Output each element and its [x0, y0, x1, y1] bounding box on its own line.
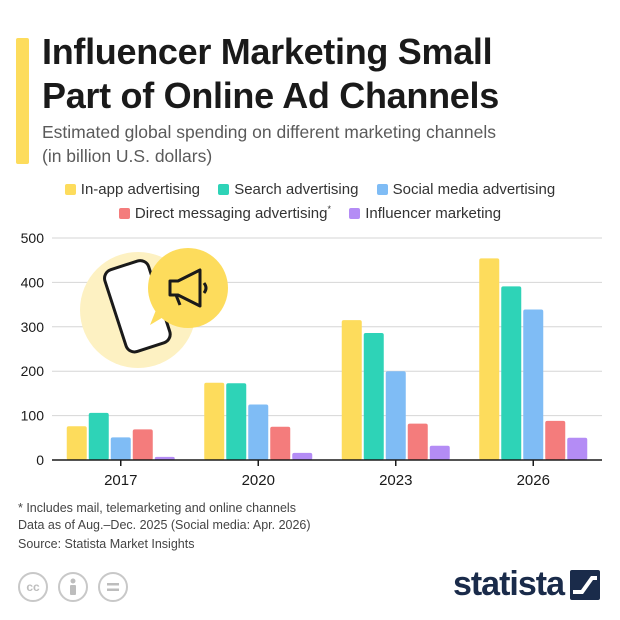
legend-swatch: [64, 184, 76, 195]
legend-footnote-marker: *: [327, 204, 332, 214]
legend-swatch: [118, 208, 130, 219]
bar-direct-messaging-advertising-2017: [132, 429, 153, 460]
title-line-1: Influencer Marketing Small: [42, 31, 493, 72]
x-tick-label: 2026: [517, 472, 550, 489]
legend-item-search: Search advertising: [218, 181, 358, 198]
footnote-data-date: Data as of Aug.–Dec. 2025 (Social media:…: [18, 518, 311, 532]
statista-mark-icon: [570, 569, 600, 600]
chart-subtitle: Estimated global spending on different m…: [42, 120, 602, 168]
x-tick-label: 2017: [104, 472, 137, 489]
cc-icon[interactable]: cc: [18, 572, 48, 602]
phone-megaphone-illustration: [80, 248, 228, 368]
bar-social-media-advertising-2023: [385, 371, 406, 460]
bar-in-app-advertising-2017: [66, 426, 87, 460]
bar-direct-messaging-advertising-2026: [545, 420, 566, 460]
x-tick-label: 2023: [379, 472, 412, 489]
bar-chart: 0 100 200 300 400 500 2017 2020 2023 2026: [21, 230, 602, 489]
y-tick-label: 0: [36, 452, 44, 468]
bar-search-advertising-2023: [363, 333, 384, 460]
legend-label: Influencer marketing: [365, 205, 502, 222]
bar-influencer-marketing-2020: [292, 452, 313, 460]
legend-item-direct-messaging: Direct messaging advertising*: [118, 204, 332, 222]
legend-item-social-media: Social media advertising: [376, 181, 556, 198]
title-line-2: Part of Online Ad Channels: [42, 75, 499, 116]
bar-influencer-marketing-2023: [429, 445, 450, 460]
license-icons: cc: [18, 572, 128, 602]
legend-label: In-app advertising: [80, 181, 201, 198]
megaphone-icon: [168, 268, 208, 308]
bar-search-advertising-2026: [501, 286, 522, 460]
legend-item-in-app: In-app advertising: [64, 181, 201, 198]
bar-influencer-marketing-2017: [154, 456, 175, 460]
chart-title: Influencer Marketing Small Part of Onlin…: [42, 30, 602, 118]
subtitle-line-2: (in billion U.S. dollars): [42, 146, 213, 166]
attribution-icon[interactable]: [58, 572, 88, 602]
legend-row-1: In-app advertising Search advertising So…: [0, 181, 620, 198]
y-axis-ticks: 0 100 200 300 400 500: [21, 230, 45, 468]
no-derivatives-icon[interactable]: [98, 572, 128, 602]
bar-social-media-advertising-2020: [248, 404, 269, 460]
y-tick-label: 500: [21, 230, 45, 246]
legend-item-influencer: Influencer marketing: [349, 205, 501, 222]
bar-search-advertising-2017: [88, 412, 109, 460]
brand-wordmark: statista: [452, 565, 565, 603]
legend-label: Social media advertising: [392, 181, 556, 198]
y-tick-label: 400: [21, 274, 45, 290]
bar-in-app-advertising-2026: [479, 258, 500, 460]
legend-label-text: Direct messaging advertising: [134, 205, 328, 222]
x-tick-label: 2020: [242, 472, 275, 489]
legend-label: Search advertising: [234, 181, 359, 198]
bar-social-media-advertising-2026: [523, 309, 544, 460]
title-accent-bar: [16, 38, 29, 164]
legend-row-2: Direct messaging advertising* Influencer…: [0, 204, 620, 222]
bar-search-advertising-2020: [226, 383, 247, 460]
legend-swatch: [376, 184, 388, 195]
speech-bubble: [148, 248, 228, 328]
bar-in-app-advertising-2023: [341, 320, 362, 460]
bar-series: [66, 258, 588, 460]
x-axis-ticks: 2017 2020 2023 2026: [104, 460, 550, 489]
subtitle-line-1: Estimated global spending on different m…: [42, 122, 496, 142]
bar-social-media-advertising-2017: [110, 437, 131, 460]
statista-logo[interactable]: statista: [453, 565, 600, 604]
y-tick-label: 300: [21, 319, 45, 335]
footnote-asterisk: * Includes mail, telemarketing and onlin…: [18, 501, 296, 515]
bar-in-app-advertising-2020: [204, 382, 225, 460]
y-tick-label: 100: [21, 408, 45, 424]
y-tick-label: 200: [21, 363, 45, 379]
legend-swatch: [349, 208, 361, 219]
source-note: Source: Statista Market Insights: [18, 537, 195, 551]
bar-direct-messaging-advertising-2023: [407, 423, 428, 460]
legend-label: Direct messaging advertising*: [134, 204, 332, 222]
legend-swatch: [218, 184, 230, 195]
bar-direct-messaging-advertising-2020: [270, 426, 291, 460]
bar-influencer-marketing-2026: [567, 437, 588, 460]
